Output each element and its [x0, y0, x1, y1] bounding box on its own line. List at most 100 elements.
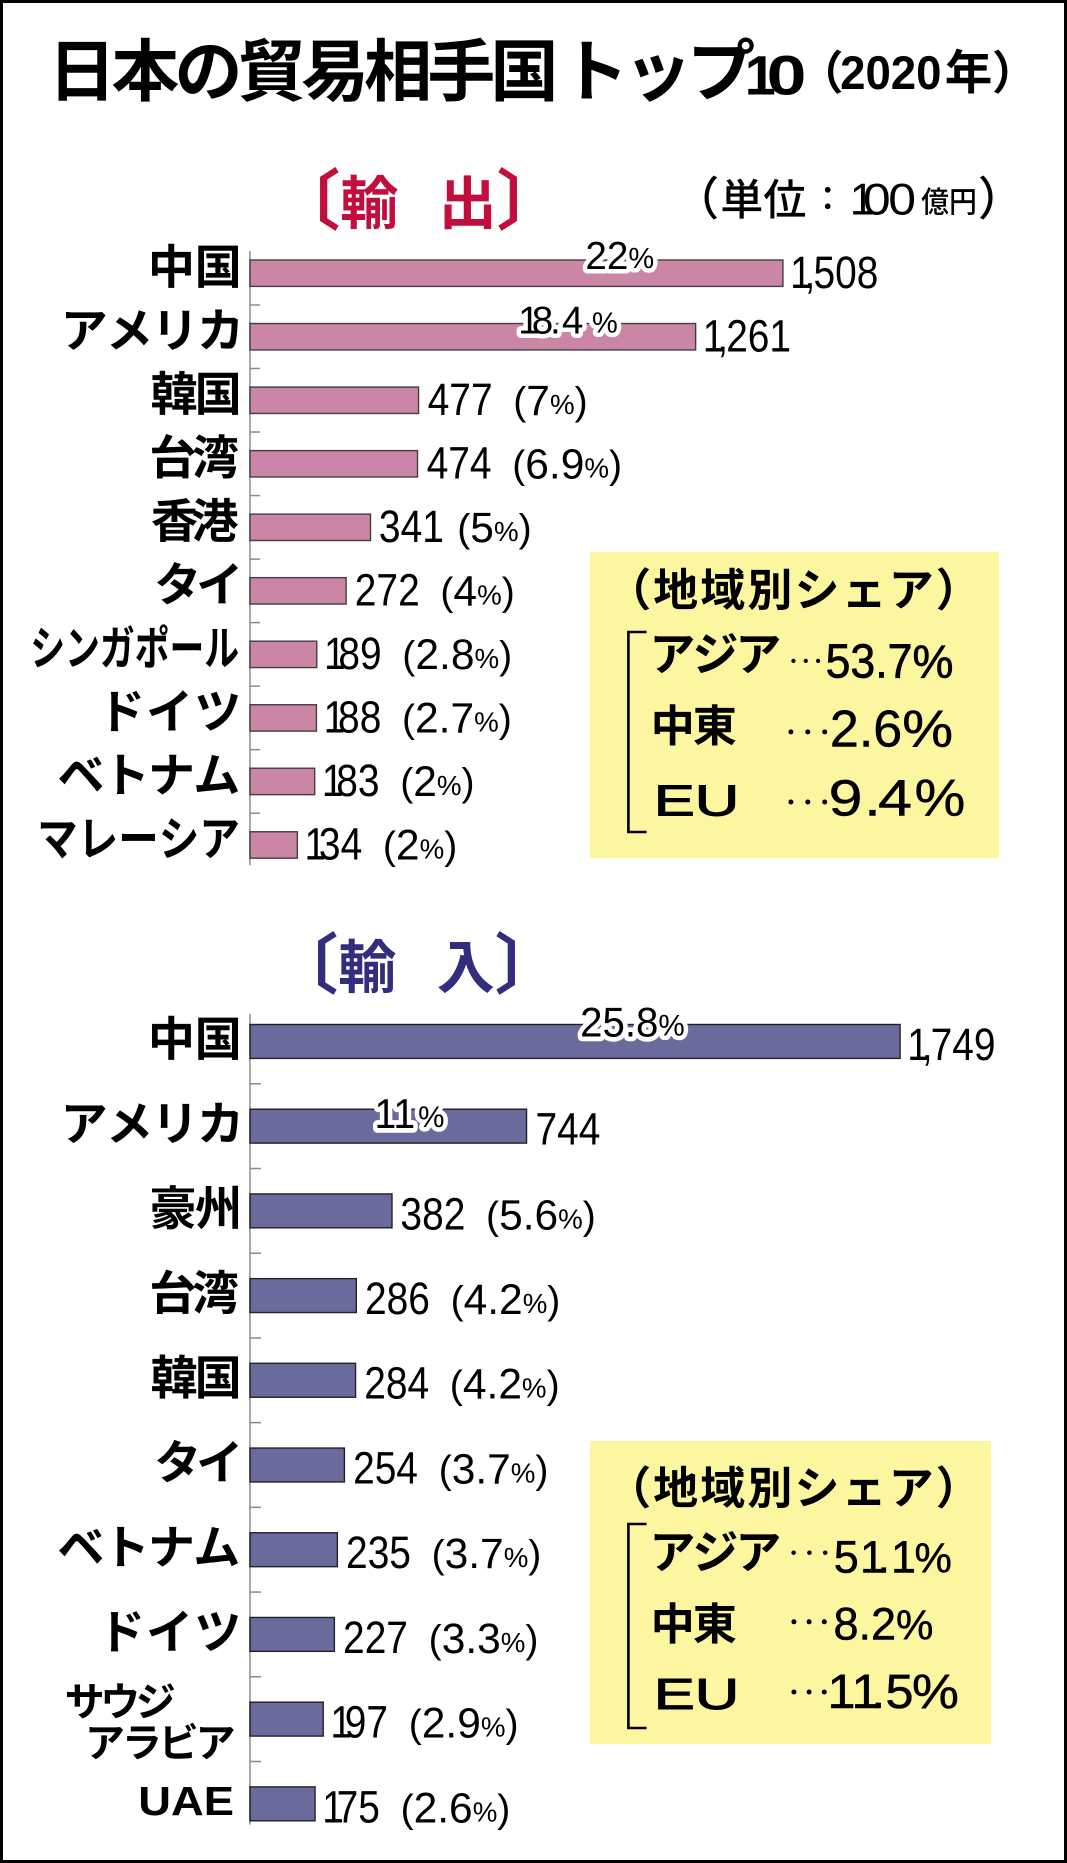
- svg-text:.: .: [878, 1531, 891, 1582]
- svg-text:%: %: [474, 707, 499, 738]
- svg-text:8: 8: [360, 692, 382, 743]
- svg-text:): ): [583, 1195, 596, 1238]
- svg-text:5: 5: [814, 247, 836, 298]
- svg-text:0: 0: [835, 247, 857, 298]
- svg-text:4: 4: [952, 1019, 974, 1070]
- svg-text:7: 7: [526, 378, 550, 425]
- svg-text:5.6: 5.6: [499, 1192, 558, 1239]
- svg-text:): ): [547, 1280, 560, 1323]
- svg-text:(: (: [432, 1534, 445, 1577]
- svg-text:11: 11: [375, 1090, 416, 1137]
- svg-text:4: 4: [341, 819, 363, 870]
- svg-text:%: %: [522, 1373, 547, 1404]
- svg-text:(: (: [486, 1195, 499, 1238]
- svg-text:0: 0: [888, 175, 916, 225]
- svg-text:%: %: [418, 1101, 444, 1134]
- svg-text:,: ,: [805, 247, 816, 298]
- svg-text:): ): [497, 1788, 510, 1831]
- svg-text:3: 3: [358, 755, 380, 806]
- svg-text:%: %: [902, 700, 953, 758]
- svg-text:5: 5: [389, 1527, 411, 1578]
- svg-text:4: 4: [408, 1358, 430, 1409]
- svg-text:%: %: [628, 243, 654, 275]
- svg-text:%: %: [437, 770, 462, 801]
- svg-text:1: 1: [745, 44, 776, 107]
- svg-text:4: 4: [562, 300, 584, 343]
- svg-text:4.2: 4.2: [463, 1362, 522, 1409]
- svg-text:%: %: [628, 243, 654, 275]
- svg-text:6: 6: [748, 311, 770, 362]
- svg-text:%: %: [558, 1203, 583, 1234]
- svg-text:2: 2: [444, 1188, 466, 1239]
- svg-text:2: 2: [346, 1527, 368, 1578]
- svg-text:1: 1: [422, 501, 444, 552]
- svg-text:1: 1: [790, 247, 812, 298]
- svg-text:1: 1: [860, 1531, 885, 1582]
- svg-text:2020: 2020: [840, 46, 941, 99]
- svg-text:%: %: [913, 636, 954, 688]
- svg-text:.: .: [864, 769, 881, 826]
- svg-text:): ): [499, 698, 512, 741]
- svg-text:%: %: [592, 308, 618, 340]
- svg-text:%: %: [501, 1627, 526, 1658]
- svg-text:%: %: [658, 1010, 684, 1043]
- svg-text:(: (: [513, 381, 526, 424]
- svg-text:(: (: [451, 1280, 464, 1323]
- svg-text:): ): [502, 571, 515, 614]
- svg-text:%: %: [915, 1534, 952, 1581]
- svg-text:11: 11: [375, 1090, 416, 1137]
- svg-text:7: 7: [471, 374, 493, 425]
- svg-text:7: 7: [366, 1697, 388, 1748]
- svg-text:7: 7: [386, 1612, 408, 1663]
- svg-text:1: 1: [305, 819, 327, 870]
- svg-text:4: 4: [557, 1104, 579, 1155]
- svg-text:6: 6: [408, 1273, 430, 1324]
- svg-text:(: (: [402, 698, 415, 741]
- svg-text:1: 1: [324, 692, 346, 743]
- svg-text:): ): [462, 762, 475, 805]
- svg-text:3: 3: [400, 1188, 422, 1239]
- svg-text:%: %: [658, 1010, 684, 1043]
- svg-text:3.7: 3.7: [445, 1531, 504, 1578]
- svg-text:%: %: [896, 1601, 933, 1648]
- svg-text:8: 8: [338, 628, 360, 679]
- svg-text:8: 8: [386, 1358, 408, 1409]
- svg-text:2: 2: [355, 565, 377, 616]
- svg-text:8: 8: [336, 755, 358, 806]
- svg-text:.: .: [550, 300, 561, 343]
- svg-text:9: 9: [829, 769, 863, 826]
- svg-text:8: 8: [422, 1188, 444, 1239]
- svg-text:1: 1: [852, 1665, 880, 1719]
- svg-text:6.9: 6.9: [525, 442, 584, 489]
- svg-text:1: 1: [322, 1781, 344, 1832]
- svg-text:8: 8: [532, 300, 554, 343]
- svg-text:4: 4: [453, 569, 477, 616]
- svg-text:7: 7: [376, 565, 398, 616]
- svg-text:EU: EU: [654, 1670, 740, 1718]
- svg-text:(: (: [512, 444, 525, 487]
- svg-text:1: 1: [828, 1665, 856, 1719]
- svg-text:5: 5: [886, 1665, 914, 1719]
- svg-text:%: %: [494, 516, 519, 547]
- svg-text:4: 4: [396, 1443, 418, 1494]
- svg-text:7: 7: [449, 374, 471, 425]
- svg-text:2: 2: [398, 565, 420, 616]
- svg-text:,: ,: [717, 311, 728, 362]
- svg-text:(: (: [429, 1618, 442, 1661]
- svg-text:(: (: [402, 635, 415, 678]
- svg-text:,: ,: [922, 1019, 933, 1070]
- svg-text:1: 1: [518, 300, 540, 343]
- svg-text:2: 2: [726, 311, 748, 362]
- svg-text:0: 0: [767, 44, 807, 107]
- svg-text:4: 4: [470, 438, 492, 489]
- svg-text:1: 1: [769, 311, 791, 362]
- svg-text:%: %: [592, 308, 618, 340]
- svg-text:5: 5: [470, 505, 494, 552]
- svg-text:%: %: [523, 1288, 548, 1319]
- svg-text:%: %: [481, 1712, 506, 1743]
- svg-text:%: %: [504, 1542, 529, 1573]
- svg-text:4: 4: [562, 300, 584, 343]
- svg-text:%: %: [420, 834, 445, 865]
- svg-text:8: 8: [532, 300, 554, 343]
- svg-text:8: 8: [387, 1273, 409, 1324]
